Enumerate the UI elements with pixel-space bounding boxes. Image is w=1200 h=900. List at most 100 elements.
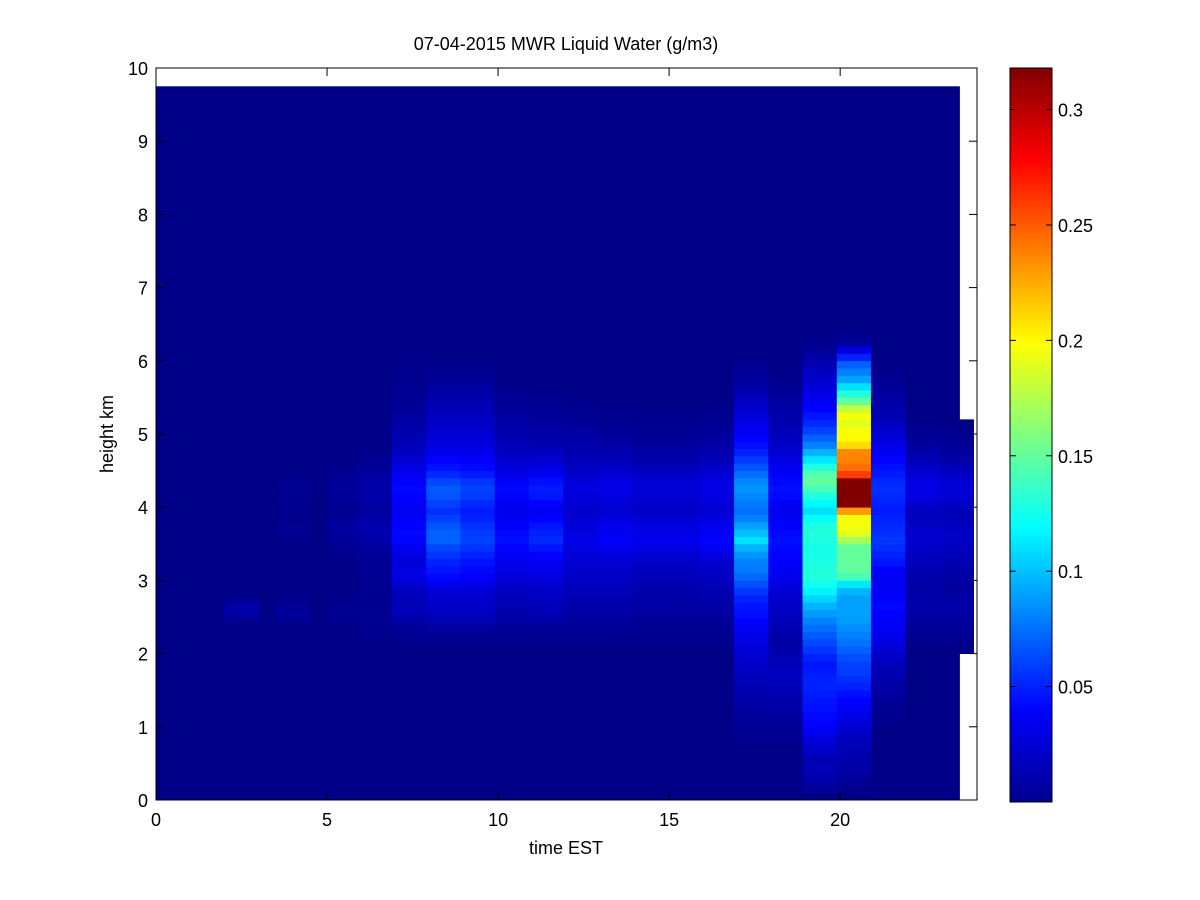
- heatmap-cell: [665, 617, 701, 625]
- heatmap-cell: [631, 455, 667, 464]
- heatmap-cell: [327, 485, 362, 493]
- heatmap-cell: [939, 441, 974, 450]
- heatmap-cell: [392, 346, 427, 354]
- heatmap-cell: [870, 485, 906, 493]
- heatmap-cell: [597, 463, 632, 471]
- heatmap-cell: [802, 638, 838, 647]
- heatmap-cell: [426, 646, 461, 654]
- heatmap-cell: [734, 455, 769, 464]
- heatmap-cell: [939, 477, 974, 486]
- heatmap-cell: [665, 631, 701, 640]
- heatmap-cell: [802, 404, 838, 413]
- heatmap-cell: [357, 543, 393, 552]
- heatmap-cell: [426, 543, 461, 552]
- heatmap-cell: [939, 507, 974, 515]
- heatmap-cell: [734, 507, 769, 515]
- heatmap-cell: [939, 587, 974, 596]
- heatmap-cell: [699, 470, 735, 479]
- heatmap-cell: [597, 448, 632, 457]
- heatmap-cell: [734, 587, 769, 596]
- heatmap-cell: [768, 741, 803, 750]
- heatmap-cell: [905, 609, 940, 618]
- heatmap-cell: [836, 382, 872, 391]
- heatmap-cell: [836, 419, 872, 428]
- heatmap-cell: [734, 573, 769, 581]
- heatmap-cell: [699, 558, 735, 567]
- heatmap-cell: [870, 690, 906, 698]
- heatmap-cell: [905, 646, 940, 654]
- heatmap-cell: [597, 492, 632, 501]
- heatmap-cells: [156, 86, 974, 801]
- colorbar-ticks: 0.05 0.1 0.15 0.2 0.25 0.3: [1010, 101, 1093, 698]
- heatmap-cell: [836, 697, 872, 706]
- heatmap-cell: [494, 499, 530, 508]
- heatmap-cell: [563, 455, 598, 464]
- heatmap-cell: [275, 536, 311, 545]
- heatmap-cell: [494, 595, 530, 603]
- heatmap-cell: [768, 368, 803, 376]
- heatmap-cell: [802, 521, 838, 530]
- heatmap-cell: [327, 551, 362, 559]
- heatmap-cell: [836, 338, 872, 347]
- heatmap-cell: [699, 536, 735, 545]
- heatmap-cell: [734, 485, 769, 493]
- heatmap-cell: [870, 390, 906, 398]
- heatmap-cell: [870, 426, 906, 435]
- heatmap-cell: [597, 624, 632, 633]
- heatmap-cell: [699, 441, 735, 450]
- heatmap-cell: [768, 426, 803, 435]
- heatmap-cell: [597, 573, 632, 581]
- heatmap-cell: [357, 455, 393, 464]
- heatmap-cell: [631, 646, 667, 654]
- heatmap-cell: [734, 441, 769, 450]
- heatmap-cell: [460, 638, 496, 647]
- heatmap-cell: [836, 704, 872, 713]
- heatmap-cell: [357, 551, 393, 559]
- heatmap-cell: [563, 617, 598, 625]
- heatmap-cell: [836, 638, 872, 647]
- heatmap-cell: [768, 521, 803, 530]
- heatmap-cell: [665, 602, 701, 611]
- heatmap-cell: [494, 397, 530, 406]
- heatmap-cell: [870, 536, 906, 545]
- heatmap-cell: [563, 514, 598, 523]
- heatmap-cell: [357, 463, 393, 471]
- heatmap-cell: [905, 529, 940, 537]
- heatmap-cell: [426, 353, 461, 362]
- heatmap-cell: [327, 543, 362, 552]
- heatmap-cell: [734, 580, 769, 589]
- heatmap-cell: [426, 382, 461, 391]
- heatmap-cell: [597, 455, 632, 464]
- heatmap-cell: [528, 448, 564, 457]
- heatmap-cell: [224, 587, 260, 596]
- heatmap-cell: [768, 419, 803, 428]
- heatmap-cell: [563, 419, 598, 428]
- heatmap-cell: [768, 573, 803, 581]
- heatmap-cell: [802, 375, 838, 384]
- heatmap-cell: [768, 565, 803, 574]
- heatmap-cell: [870, 455, 906, 464]
- heatmap-cell: [768, 690, 803, 698]
- heatmap-cell: [699, 573, 735, 581]
- heatmap-cell: [494, 426, 530, 435]
- heatmap-cell: [699, 485, 735, 493]
- heatmap-cell: [870, 646, 906, 654]
- heatmap-cell: [665, 521, 701, 530]
- heatmap-cell: [836, 390, 872, 398]
- heatmap-cell: [392, 624, 427, 633]
- heatmap-cell: [734, 646, 769, 654]
- heatmap-cell: [460, 412, 496, 420]
- heatmap-cell: [494, 507, 530, 515]
- heatmap-cell: [870, 602, 906, 611]
- heatmap-cell: [836, 543, 872, 552]
- heatmap-cell: [768, 558, 803, 567]
- heatmap-cell: [563, 602, 598, 611]
- heatmap-cell: [802, 353, 838, 362]
- heatmap-cell: [357, 624, 393, 633]
- heatmap-cell: [905, 463, 940, 471]
- y-tick-label: 8: [138, 205, 148, 225]
- heatmap-cell: [460, 609, 496, 618]
- heatmap-cell: [275, 492, 311, 501]
- heatmap-cell: [939, 551, 974, 559]
- heatmap-cell: [392, 404, 427, 413]
